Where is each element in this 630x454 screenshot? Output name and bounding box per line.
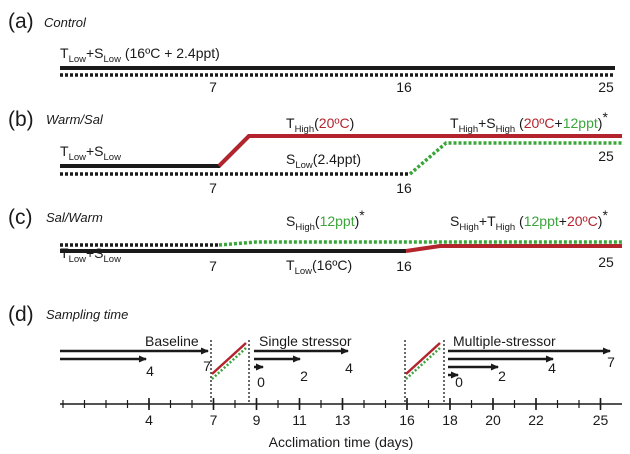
panel-d-title: Sampling time	[46, 307, 128, 322]
transition-1-temp-ramp	[211, 342, 247, 375]
multi-day-4: 4	[548, 360, 556, 376]
axis-tick-label-20: 20	[485, 412, 501, 428]
panel-b-title: Warm/Sal	[46, 112, 104, 127]
axis-tick-label-11: 11	[292, 412, 307, 428]
panel-c-day-25: 25	[598, 254, 614, 270]
panel-c-day-16: 16	[396, 258, 412, 274]
panel-a-title: Control	[44, 15, 87, 30]
panel-a-day-7: 7	[209, 79, 217, 95]
panel-c-title: Sal/Warm	[46, 210, 103, 225]
axis-tick-label-7: 7	[210, 412, 218, 428]
panel-b-day-25: 25	[598, 148, 614, 164]
transition-2-temp-ramp	[405, 342, 441, 375]
panel-c-combined-label: SHigh+THigh (12ppt+20ºC)*	[450, 207, 608, 233]
multi-day-0: 0	[455, 374, 463, 390]
multi-day-2: 2	[498, 368, 506, 384]
panel-c-temp-high-line	[405, 244, 622, 253]
baseline-day-7: 7	[203, 358, 211, 374]
panel-c: (c) Sal/Warm TLow+SLow SHigh(12ppt)* TLo…	[8, 206, 622, 277]
transition-1-sal-ramp	[211, 347, 247, 380]
panel-a-day-25: 25	[598, 79, 614, 95]
axis-tick-label-13: 13	[335, 412, 351, 428]
panel-b-day-16: 16	[396, 180, 412, 196]
time-axis-major-ticks: 4 7 9 11 13 16 18 20 22 25	[145, 398, 608, 428]
panel-c-start-label: TLow+SLow	[60, 245, 121, 265]
baseline-day-4: 4	[146, 363, 154, 379]
phase-multi-label: Multiple-stressor	[453, 333, 556, 349]
axis-tick-label-4: 4	[145, 412, 153, 428]
panel-a-letter: (a)	[8, 10, 34, 33]
panel-d: (d) Sampling time Baseline Single stress…	[8, 303, 622, 450]
panel-b-day-7: 7	[209, 180, 217, 196]
panel-b-start-label: TLow+SLow	[60, 143, 121, 163]
axis-tick-label-16: 16	[399, 412, 415, 428]
phase-baseline-label: Baseline	[145, 333, 199, 349]
panel-b-thigh-label: THigh(20ºC)	[286, 115, 354, 135]
axis-tick-label-18: 18	[442, 412, 458, 428]
panel-a-condition-label: TLow+SLow (16ºC + 2.4ppt)	[60, 45, 220, 65]
multi-day-7: 7	[607, 354, 615, 370]
axis-tick-label-22: 22	[528, 412, 544, 428]
transition-2-sal-ramp	[405, 347, 441, 380]
phase-single-label: Single stressor	[259, 333, 352, 349]
panel-c-shigh-label: SHigh(12ppt)*	[286, 207, 365, 233]
panel-d-letter: (d)	[8, 303, 34, 326]
panel-b-sal-high-line	[408, 141, 622, 176]
panel-c-sal-high-line	[218, 240, 622, 247]
axis-tick-label-9: 9	[253, 412, 261, 428]
panel-c-letter: (c)	[8, 206, 33, 229]
single-day-4: 4	[345, 360, 353, 376]
panel-b: (b) Warm/Sal TLow+SLow THigh(20ºC) SLow(…	[8, 108, 622, 196]
panel-b-combined-label: THigh+SHigh (20ºC+12ppt)*	[450, 109, 608, 135]
panel-b-letter: (b)	[8, 108, 34, 131]
single-day-2: 2	[300, 368, 308, 384]
panel-c-tlow-label: TLow(16ºC)	[286, 257, 352, 277]
single-day-0: 0	[257, 374, 265, 390]
panel-a-day-16: 16	[396, 79, 412, 95]
panel-b-temp-high-line	[217, 134, 622, 168]
time-axis-title: Acclimation time (days)	[269, 434, 414, 450]
panel-a: (a) Control TLow+SLow (16ºC + 2.4ppt) 7 …	[8, 10, 615, 95]
panel-b-slow-label: SLow(2.4ppt)	[286, 151, 361, 171]
panel-c-day-7: 7	[209, 258, 217, 274]
axis-tick-label-25: 25	[593, 412, 609, 428]
